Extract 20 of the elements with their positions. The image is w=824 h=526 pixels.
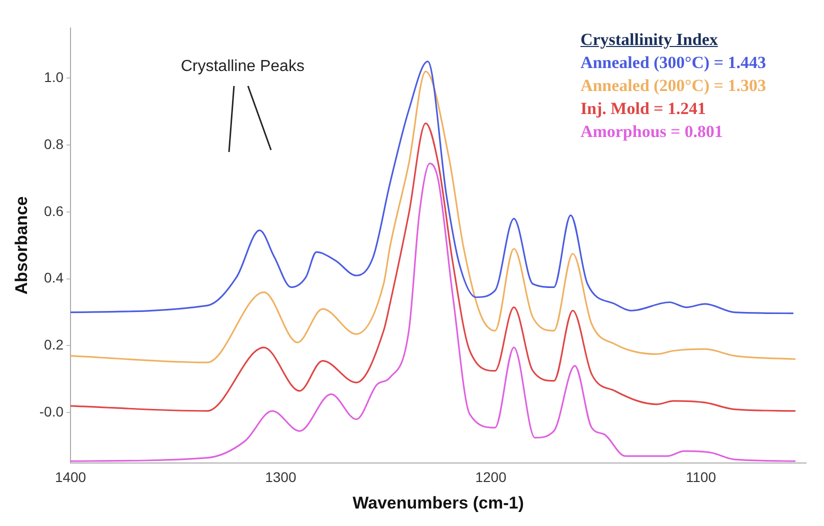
annotation: Crystalline Peaks <box>180 58 304 76</box>
x-tick-label: 1300 <box>265 469 296 486</box>
y-tick-label: 0.8 <box>44 136 64 152</box>
x-axis-title: Wavenumbers (cm-1) <box>352 493 524 512</box>
y-tick-label: 0.6 <box>44 202 64 219</box>
text: Amorphous = 0.801 <box>580 121 724 143</box>
x-tick-label: 1200 <box>475 469 507 486</box>
text: Annealed (300°C) = 1.443 <box>580 52 766 74</box>
y-tick-label: 0.2 <box>44 336 64 353</box>
text: Annealed (200°C) = 1.303 <box>580 75 766 97</box>
text: Inj. Mold = 1.241 <box>580 98 707 120</box>
legend-title: Crystallinity Index <box>580 29 719 51</box>
line-series <box>70 122 796 412</box>
x-tick-label: 1100 <box>686 469 716 486</box>
y-axis-title: Absorbance <box>12 196 31 295</box>
line-series <box>70 162 796 462</box>
y-tick-label: 0.4 <box>44 270 64 286</box>
y-tick-label: -0.0 <box>39 403 64 420</box>
y-tick-label: 1.0 <box>44 69 64 86</box>
x-tick-label: 1400 <box>54 469 86 486</box>
